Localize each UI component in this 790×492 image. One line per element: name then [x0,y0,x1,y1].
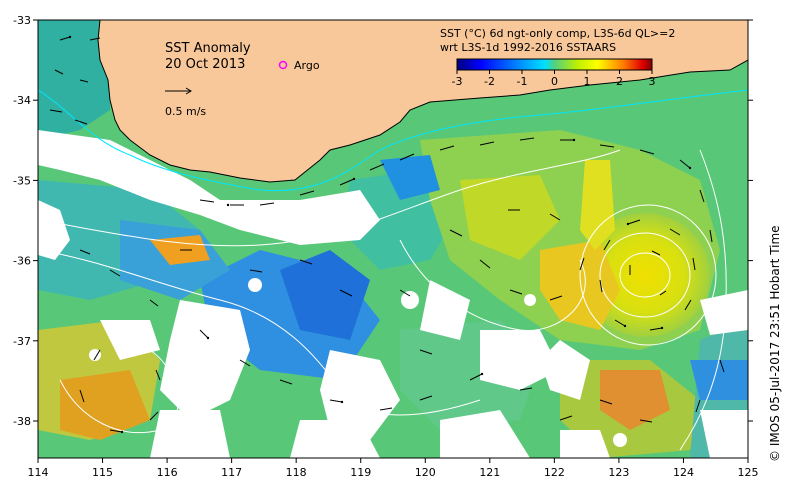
x-tick-label: 114 [28,466,49,479]
x-tick-label: 118 [286,466,307,479]
ssh-contours [38,149,727,451]
velocity-scale: 0.5 m/s [165,87,206,118]
x-tick-label: 117 [221,466,242,479]
colorbar-tick-label: 0 [551,75,558,88]
map-title: SST Anomaly [165,41,251,56]
y-tick-label: -33 [13,14,31,27]
x-tick-label: 119 [350,466,371,479]
current-vectors [49,36,725,433]
y-tick-label: -36 [13,255,31,268]
scale-label: 0.5 m/s [165,105,206,118]
y-tick-label: -34 [13,94,31,107]
y-axis: -33-34-35-36-37-38 [13,14,753,428]
sst-field [38,20,748,458]
map-date: 20 Oct 2013 [165,57,245,72]
x-tick-label: 125 [738,466,759,479]
y-tick-label: -37 [13,335,31,348]
argo-marker-icon [278,60,288,70]
x-tick-label: 115 [92,466,113,479]
colorbar-legend: SST (°C) 6d ngt-only comp, L3S-6d QL>=2 … [440,27,675,88]
x-tick-label: 123 [608,466,629,479]
legend-line2: wrt L3S-1d 1992-2016 SSTAARS [440,41,616,54]
colorbar-tick-label: -1 [517,75,528,88]
x-axis: 114 115 116 117 118 119 120 121 122 123 124 125 [28,458,759,479]
arrow-icon [185,87,192,95]
x-tick-label: 116 [157,466,178,479]
colorbar-tick-label: 2 [616,75,623,88]
colorbar-tick-label: 1 [584,75,591,88]
colorbar-tick-label: 3 [649,75,656,88]
colorbar-ticks: -3 -2 -1 0 1 2 3 [452,70,656,88]
y-tick-label: -35 [13,174,31,187]
x-tick-label: 122 [544,466,565,479]
legend-line1: SST (°C) 6d ngt-only comp, L3S-6d QL>=2 [440,27,675,40]
x-tick-label: 124 [673,466,694,479]
cloud-mask [38,130,748,458]
colorbar [456,58,653,71]
colorbar-tick-label: -2 [484,75,495,88]
argo-legend: Argo [278,59,320,72]
x-tick-label: 120 [415,466,436,479]
x-tick-label: 121 [479,466,500,479]
y-tick-label: -38 [13,415,31,428]
credit-text: © IMOS 05-Jul-2017 23:51 Hobart Time [768,225,782,462]
argo-label: Argo [294,59,320,72]
vector-heads [68,35,692,434]
plot-frame [37,19,749,459]
colorbar-tick-label: -3 [452,75,463,88]
